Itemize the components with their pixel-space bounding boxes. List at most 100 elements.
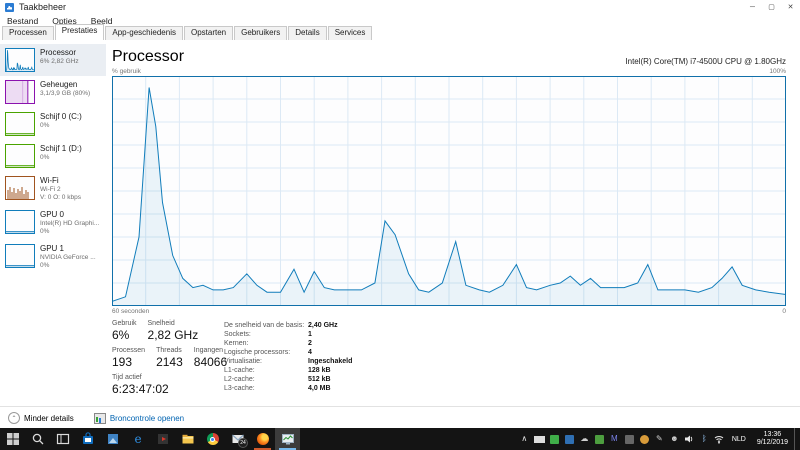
chart-xmin-label: 0 — [782, 308, 786, 315]
memory-mini-chart-icon — [5, 80, 35, 104]
weather-icon[interactable] — [637, 428, 652, 450]
stat-group: Gebruik 6% Snelheid 2,82 GHz — [112, 320, 224, 342]
firefox-circle — [256, 433, 269, 445]
sidebar-item-title: Schijf 1 (D:) — [40, 144, 82, 153]
processor-panel: Processor Intel(R) Core(TM) i7-4500U CPU… — [106, 40, 800, 406]
sidebar-item-subtitle: 3,1/3,9 GB (80%) — [40, 90, 91, 97]
hidden-icons-caret-icon[interactable]: ∧ — [521, 434, 528, 443]
edge-icon[interactable]: e — [125, 428, 150, 450]
sidebar-item-subtitle: Intel(R) HD Graphi... — [40, 220, 100, 227]
stat-group: Tijd actief 6:23:47:02 — [112, 374, 224, 396]
detail-label: Sockets: — [224, 331, 251, 338]
photos-icon[interactable] — [100, 428, 125, 450]
show-desktop-button[interactable] — [794, 428, 800, 450]
open-resource-monitor-link[interactable]: Broncontrole openen — [93, 412, 184, 424]
search-icon[interactable] — [25, 428, 50, 450]
mail-icon[interactable]: 24 — [225, 428, 250, 450]
menu-bestand[interactable]: Bestand — [7, 15, 39, 26]
detail-row: De snelheid van de basis: 2,40 GHz — [224, 321, 786, 330]
tab-prestaties[interactable]: Prestaties — [54, 24, 105, 40]
stat-value: 6:23:47:02 — [112, 382, 169, 396]
stat-value: 2,82 GHz — [147, 328, 199, 342]
tab-services[interactable]: Services — [327, 26, 373, 40]
tab-app-geschiedenis[interactable]: App-geschiedenis — [105, 26, 183, 40]
tab-processen[interactable]: Processen — [2, 26, 54, 40]
minimize-button[interactable]: ─ — [750, 3, 755, 11]
title-bar: Taakbeheer ─ ▢ ✕ — [0, 0, 800, 14]
sidebar-item-title: GPU 1 — [40, 244, 65, 253]
cpu-usage-chart[interactable] — [112, 76, 786, 306]
detail-value: 2,40 GHz — [308, 322, 338, 329]
tab-opstarten[interactable]: Opstarten — [183, 26, 234, 40]
stat-group: Processen 193 Threads 2143 Ingangen 84066 — [112, 347, 227, 369]
sidebar-item-memory[interactable]: Geheugen 3,1/3,9 GB (80%) — [0, 76, 106, 108]
detail-row: Virtualisatie: Ingeschakeld — [224, 357, 786, 366]
stat-label: Tijd actief — [112, 374, 142, 381]
language-indicator[interactable]: NLD — [731, 435, 746, 443]
wifi-mini-chart-icon — [5, 176, 35, 200]
wifi-icon[interactable] — [712, 428, 727, 450]
bluetooth-icon[interactable]: ᛒ — [701, 434, 707, 443]
menu-opties[interactable]: Opties — [52, 15, 77, 26]
sidebar-item-title: Geheugen — [40, 80, 78, 89]
menu-beeld[interactable]: Beeld — [90, 15, 113, 26]
tray-app-3-icon[interactable] — [592, 428, 607, 450]
volume-icon[interactable] — [682, 428, 697, 450]
clock-time: 13:36 — [763, 431, 782, 438]
sidebar-item-cpu[interactable]: Processor 6% 2,82 GHz — [0, 44, 106, 76]
maximize-button[interactable]: ▢ — [768, 4, 775, 11]
battery-icon[interactable] — [532, 428, 547, 450]
tray-app-2-icon[interactable] — [562, 428, 577, 450]
tab-gebruikers[interactable]: Gebruikers — [234, 26, 288, 40]
onedrive-icon[interactable]: ☁ — [580, 434, 589, 443]
sidebar-item-title: Processor — [40, 48, 77, 57]
tray-icons: ∧ ☁ M ✎ ☻ ᛒ — [517, 428, 727, 450]
task-manager-icon[interactable] — [275, 428, 300, 450]
less-details-button[interactable]: ⌃ Minder details — [8, 412, 74, 424]
chrome-icon[interactable] — [200, 428, 225, 450]
task-view-icon[interactable] — [50, 428, 75, 450]
detail-label: L2-cache: — [224, 376, 255, 383]
detail-row: Kernen: 2 — [224, 339, 786, 348]
detail-value: 4 — [308, 349, 312, 356]
display-icon[interactable] — [622, 428, 637, 450]
people-icon[interactable]: ☻ — [670, 434, 679, 443]
close-button[interactable]: ✕ — [787, 4, 794, 11]
detail-value: 1 — [308, 331, 312, 338]
store-icon[interactable] — [75, 428, 100, 450]
sidebar-item-gpu1[interactable]: GPU 1 NVIDIA GeForce ... 0% — [0, 240, 106, 274]
clock[interactable]: 13:36 9/12/2019 — [751, 431, 794, 447]
stat-tijd-actief: Tijd actief 6:23:47:02 — [112, 374, 169, 396]
file-explorer-icon[interactable] — [175, 428, 200, 450]
clock-date: 9/12/2019 — [756, 439, 788, 446]
cpu-stats-details: De snelheid van de basis: 2,40 GHz Sockets… — [224, 320, 786, 401]
sidebar-item-gpu0[interactable]: GPU 0 Intel(R) HD Graphi... 0% — [0, 206, 106, 240]
detail-value: 512 kB — [308, 376, 331, 383]
stat-label: Processen — [112, 347, 146, 354]
mail-unread-badge: 24 — [238, 438, 248, 448]
firefox-icon[interactable] — [250, 428, 275, 450]
sidebar-item-disk1[interactable]: Schijf 1 (D:) 0% — [0, 140, 106, 172]
detail-label: Virtualisatie: — [224, 358, 263, 365]
detail-value: Ingeschakeld — [308, 358, 353, 365]
sidebar-item-wifi[interactable]: Wi-Fi Wi-Fi 2 V: 0 O: 0 kbps — [0, 172, 106, 206]
sidebar-item-subtitle: 0% — [40, 122, 50, 129]
stat-processen: Processen 193 — [112, 347, 145, 369]
teams-icon[interactable]: M — [610, 434, 618, 443]
sidebar-item-subtitle: NVIDIA GeForce ... — [40, 254, 96, 261]
tray-app-1-icon[interactable] — [547, 428, 562, 450]
window-controls: ─ ▢ ✕ — [743, 0, 800, 14]
detail-value: 2 — [308, 340, 312, 347]
movies-tv-icon[interactable] — [150, 428, 175, 450]
sidebar-item-disk0[interactable]: Schijf 0 (C:) 0% — [0, 108, 106, 140]
tab-bar: Processen Prestaties App-geschiedenis Opsta… — [0, 24, 800, 40]
menu-bar: Bestand Opties Beeld — [0, 14, 800, 27]
sidebar-item-title: Schijf 0 (C:) — [40, 112, 82, 121]
start-button[interactable] — [0, 428, 25, 450]
pen-icon[interactable]: ✎ — [655, 434, 663, 443]
tab-details[interactable]: Details — [288, 26, 327, 40]
sidebar-item-subtitle: V: 0 O: 0 kbps — [40, 194, 81, 201]
content: Processor 6% 2,82 GHz Geheugen 3,1/3,9 GB (… — [0, 40, 800, 406]
taskbar-apps: e 24 — [0, 428, 300, 450]
stat-label: Snelheid — [147, 320, 175, 327]
